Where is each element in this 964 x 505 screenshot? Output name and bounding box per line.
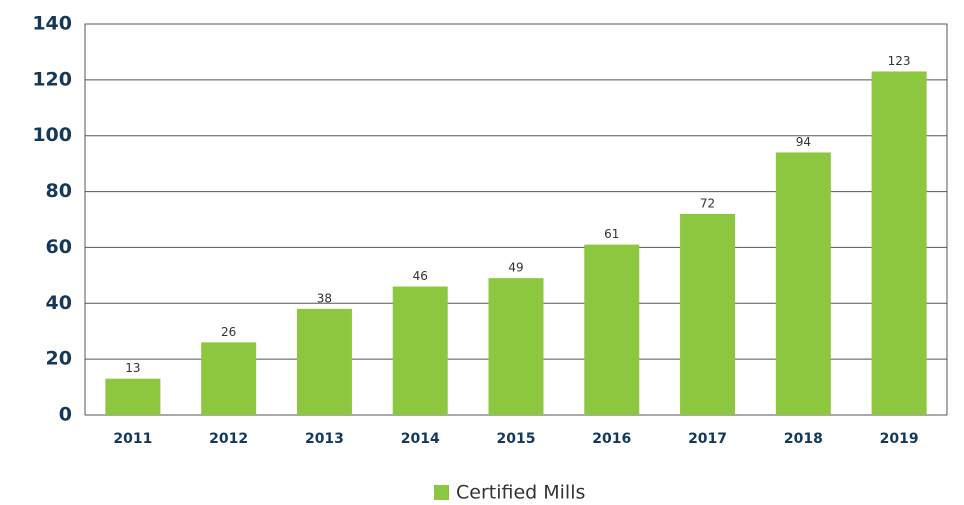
- y-tick-label: 40: [46, 292, 72, 314]
- x-tick-label: 2019: [880, 431, 919, 447]
- x-tick-label: 2016: [592, 431, 631, 447]
- bar: [584, 244, 640, 415]
- value-label: 94: [796, 135, 811, 149]
- bar: [392, 286, 448, 415]
- value-label: 72: [700, 196, 715, 210]
- value-label: 46: [413, 269, 428, 283]
- bar: [488, 278, 544, 415]
- x-tick-label: 2017: [688, 431, 727, 447]
- x-tick-label: 2012: [209, 431, 248, 447]
- y-tick-label: 20: [46, 348, 72, 370]
- y-tick-label: 100: [32, 124, 72, 146]
- value-label: 123: [888, 54, 911, 68]
- y-tick-label: 140: [32, 13, 72, 35]
- y-tick-label: 60: [46, 236, 72, 258]
- y-tick-label: 0: [59, 404, 72, 426]
- bar: [201, 342, 257, 415]
- value-label: 26: [221, 325, 236, 339]
- bar: [871, 71, 927, 415]
- x-tick-label: 2018: [784, 431, 823, 447]
- bar: [680, 213, 736, 415]
- value-label: 13: [125, 361, 140, 375]
- legend-swatch: [434, 485, 449, 500]
- legend-label: Certified Mills: [456, 482, 585, 504]
- x-tick-label: 2014: [401, 431, 440, 447]
- x-tick-label: 2011: [113, 431, 152, 447]
- x-tick-label: 2013: [305, 431, 344, 447]
- x-tick-label: 2015: [497, 431, 536, 447]
- value-label: 61: [604, 227, 619, 241]
- bar: [105, 378, 161, 415]
- value-label: 49: [508, 261, 523, 275]
- bar: [775, 152, 831, 415]
- y-tick-label: 120: [32, 68, 72, 90]
- y-tick-label: 80: [46, 180, 72, 202]
- value-label: 38: [317, 291, 332, 305]
- bar: [296, 308, 352, 415]
